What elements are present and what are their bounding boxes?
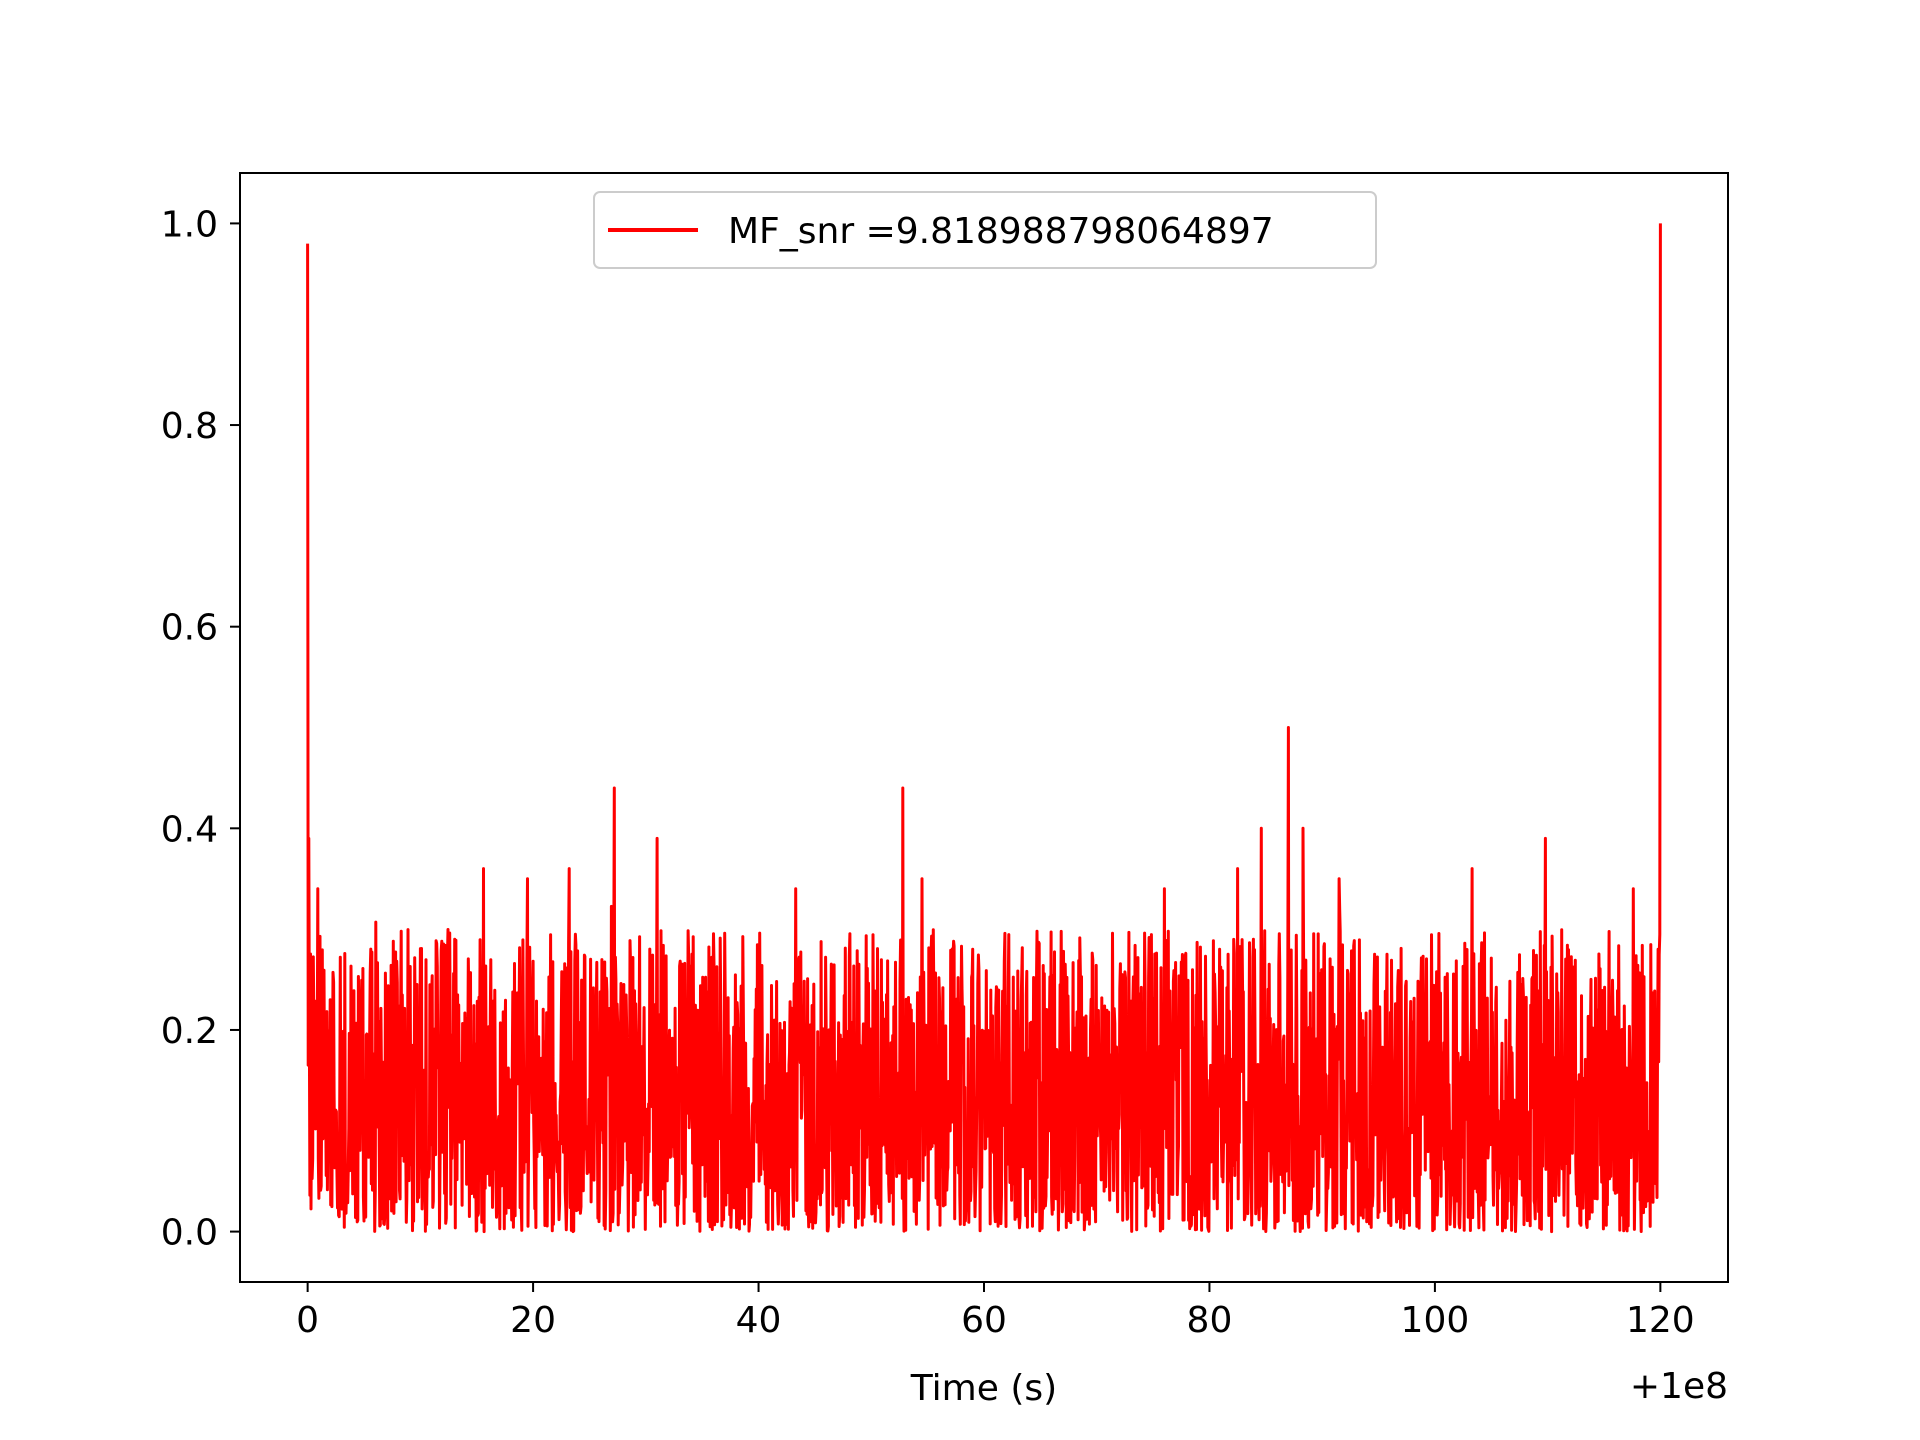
x-axis-offset-label: +1e8 <box>1630 1366 1728 1407</box>
legend-box <box>593 191 1377 269</box>
y-tick-label: 0.6 <box>161 608 218 649</box>
series-line <box>306 223 1662 1234</box>
x-tick-label: 0 <box>296 1300 319 1341</box>
legend: MF_snr =9.818988798064897 <box>593 191 1377 269</box>
legend-entry-label: MF_snr =9.818988798064897 <box>728 211 1274 252</box>
y-axis: 0.0 0.2 0.4 0.6 0.8 1.0 <box>161 204 240 1254</box>
x-axis-label: Time (s) <box>910 1368 1057 1409</box>
y-tick-label: 0.4 <box>161 809 218 850</box>
x-tick-label: 80 <box>1187 1300 1233 1341</box>
x-tick-label: 100 <box>1401 1300 1470 1341</box>
y-tick-label: 0.0 <box>161 1213 218 1254</box>
x-tick-label: 40 <box>736 1300 782 1341</box>
x-tick-label: 120 <box>1626 1300 1695 1341</box>
x-tick-label: 60 <box>961 1300 1007 1341</box>
x-axis: 0 20 40 60 80 100 120 <box>296 1282 1695 1341</box>
y-tick-label: 0.2 <box>161 1011 218 1052</box>
series-layer <box>306 223 1662 1234</box>
y-tick-label: 0.8 <box>161 406 218 447</box>
x-tick-label: 20 <box>510 1300 556 1341</box>
y-tick-label: 1.0 <box>161 204 218 245</box>
